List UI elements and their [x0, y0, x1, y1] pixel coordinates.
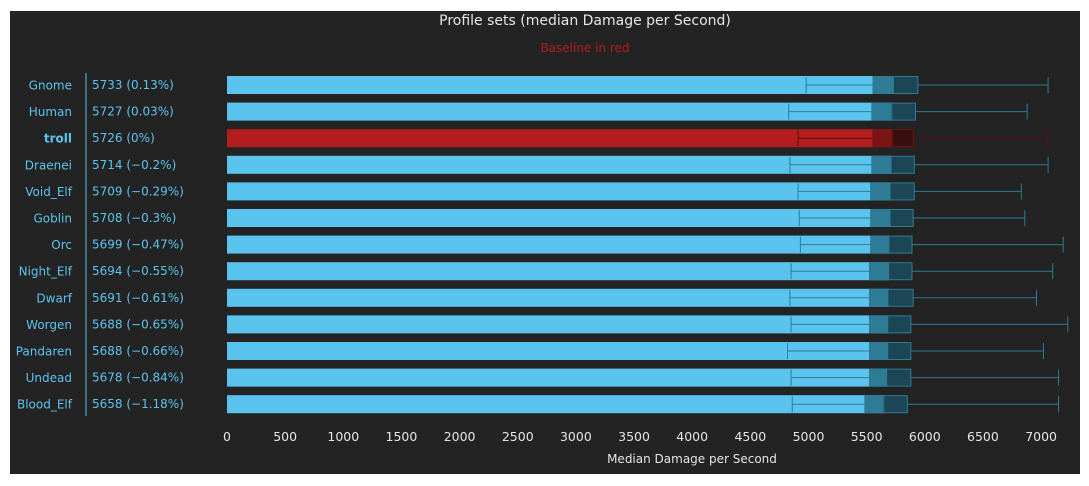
box-lower	[872, 129, 893, 148]
category-label: Dwarf	[36, 291, 72, 305]
row-worgen: Worgen 5688 (−0.65%)	[26, 315, 1069, 334]
x-tick-label: 4000	[676, 429, 708, 444]
box-upper	[882, 395, 908, 414]
box-upper	[887, 315, 912, 334]
x-axis-title: Median Damage per Second	[607, 452, 777, 466]
bar	[227, 342, 889, 360]
chart-subtitle: Baseline in red	[540, 41, 629, 55]
row-goblin: Goblin 5708 (−0.3%)	[33, 209, 1026, 227]
value-label: 5688 (−0.65%)	[92, 317, 184, 331]
bar	[227, 182, 891, 201]
row-void-elf: Void_Elf 5709 (−0.29%)	[25, 182, 1022, 201]
box-upper	[887, 342, 912, 360]
bar	[227, 129, 893, 148]
box-upper	[889, 209, 914, 227]
x-tick-label: 3000	[560, 429, 592, 444]
x-tick-label: 6000	[909, 429, 941, 444]
box-lower	[870, 235, 889, 254]
value-label: 5694 (−0.55%)	[92, 264, 184, 278]
bar	[227, 315, 889, 334]
bar	[227, 235, 890, 254]
rows-layer: Gnome 5733 (0.13%) Human 5727 (0.03%) troll 5…	[16, 76, 1069, 414]
box-upper	[892, 76, 919, 94]
x-tick-label: 2000	[444, 429, 476, 444]
bar	[227, 288, 889, 307]
bar	[227, 262, 890, 281]
value-label: 5733 (0.13%)	[92, 78, 174, 92]
bar	[227, 155, 892, 174]
category-label: Pandaren	[16, 345, 72, 359]
bar	[227, 76, 894, 94]
bar	[227, 395, 886, 414]
x-axis-ticks: 0 500 1000 1500 2000 2500 3000 3500 4000 4500 5000…	[223, 429, 1057, 444]
box-upper	[888, 235, 913, 254]
value-label: 5708 (−0.3%)	[92, 211, 176, 225]
category-label: Human	[29, 105, 72, 119]
category-label: Draenei	[25, 158, 72, 172]
bar	[227, 368, 888, 387]
bar	[227, 102, 894, 121]
bar	[227, 209, 891, 227]
category-label: Blood_Elf	[17, 398, 73, 412]
x-tick-label: 2500	[502, 429, 534, 444]
value-label: 5678 (−0.84%)	[92, 371, 184, 385]
category-label: troll	[44, 132, 72, 146]
x-tick-label: 1500	[386, 429, 418, 444]
box-upper	[888, 262, 913, 281]
box-upper	[885, 368, 912, 387]
box-lower	[868, 288, 888, 307]
box-upper	[890, 155, 915, 174]
row-undead: Undead 5678 (−0.84%)	[26, 368, 1060, 387]
x-tick-label: 6500	[967, 429, 999, 444]
x-tick-label: 500	[273, 429, 297, 444]
box-upper	[891, 129, 914, 148]
row-pandaren: Pandaren 5688 (−0.66%)	[16, 342, 1044, 360]
x-tick-label: 5500	[851, 429, 883, 444]
x-tick-label: 1000	[327, 429, 359, 444]
box-upper	[889, 182, 915, 201]
box-lower	[871, 102, 892, 121]
x-tick-label: 0	[223, 429, 231, 444]
row-dwarf: Dwarf 5691 (−0.61%)	[36, 288, 1037, 307]
box-upper	[887, 288, 914, 307]
value-label: 5699 (−0.47%)	[92, 238, 184, 252]
box-lower	[868, 368, 887, 387]
box-lower	[872, 76, 894, 94]
value-label: 5688 (−0.66%)	[92, 344, 184, 358]
box-lower	[870, 182, 890, 201]
category-label: Void_Elf	[25, 185, 72, 199]
row-blood-elf: Blood_Elf 5658 (−1.18%)	[17, 395, 1060, 414]
value-label: 5726 (0%)	[92, 131, 155, 145]
category-label: Worgen	[26, 318, 72, 332]
box-lower	[868, 342, 888, 360]
category-label: Orc	[51, 238, 72, 252]
row-troll: troll 5726 (0%)	[44, 129, 1048, 148]
category-label: Gnome	[29, 79, 72, 93]
value-label: 5714 (−0.2%)	[92, 158, 176, 172]
category-label: Night_Elf	[19, 265, 73, 279]
value-label: 5691 (−0.61%)	[92, 291, 184, 305]
x-tick-label: 3500	[618, 429, 650, 444]
chart-title: Profile sets (median Damage per Second)	[439, 13, 731, 29]
value-label: 5658 (−1.18%)	[92, 397, 184, 411]
x-tick-label: 4500	[734, 429, 766, 444]
box-lower	[864, 395, 883, 414]
row-orc: Orc 5699 (−0.47%)	[51, 235, 1064, 254]
box-upper	[890, 102, 916, 121]
category-label: Undead	[26, 371, 72, 385]
row-human: Human 5727 (0.03%)	[29, 102, 1028, 121]
row-draenei: Draenei 5714 (−0.2%)	[25, 155, 1049, 174]
box-lower	[871, 155, 892, 174]
x-tick-label: 5000	[793, 429, 825, 444]
box-lower	[868, 262, 889, 281]
value-label: 5709 (−0.29%)	[92, 184, 184, 198]
row-night-elf: Night_Elf 5694 (−0.55%)	[19, 262, 1054, 281]
box-lower	[868, 315, 888, 334]
row-gnome: Gnome 5733 (0.13%)	[29, 76, 1049, 94]
x-tick-label: 7000	[1025, 429, 1057, 444]
value-label: 5727 (0.03%)	[92, 105, 174, 119]
category-label: Goblin	[33, 212, 72, 226]
box-lower	[870, 209, 890, 227]
